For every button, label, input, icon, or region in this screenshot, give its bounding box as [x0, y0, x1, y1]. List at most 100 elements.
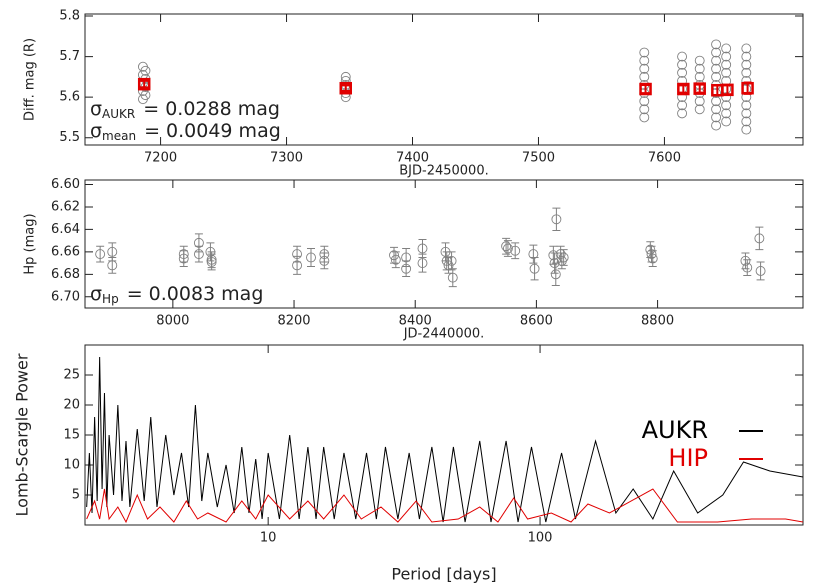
data-point: [711, 55, 722, 66]
data-point: [711, 71, 722, 82]
data-point: [639, 47, 650, 58]
data-point: [711, 39, 722, 50]
error-bar: [194, 245, 203, 263]
data-point: [711, 120, 722, 131]
error-bar: [529, 244, 538, 264]
annotation: σmean = 0.0049 mag: [90, 120, 281, 143]
data-point: [548, 250, 559, 261]
annotation-subscript: Hp: [102, 292, 119, 306]
annotation-symbol: σ: [90, 98, 102, 120]
annotation-subscript: AUKR: [102, 107, 135, 121]
annotation-symbol: σ: [90, 120, 102, 142]
x-tick-label: 8600: [520, 314, 553, 329]
data-point: [741, 51, 752, 62]
x-tick-label: 8800: [641, 314, 674, 329]
annotation: σHp = 0.0083 mag: [90, 283, 263, 306]
data-point: [529, 263, 540, 274]
data-point: [107, 260, 118, 271]
error-bar: [140, 79, 149, 89]
annotation-text: = 0.0083 mag: [127, 283, 264, 305]
plot-area: [137, 39, 754, 135]
data-point: [741, 59, 752, 70]
data-point: [551, 214, 562, 225]
data-point: [741, 108, 752, 119]
mean-point: [137, 77, 151, 91]
y-tick-label: 20: [63, 398, 80, 413]
data-point: [721, 116, 732, 127]
data-point: [721, 51, 732, 62]
data-point: [528, 249, 539, 260]
data-point: [711, 47, 722, 58]
error-bar: [511, 242, 520, 260]
data-point: [721, 108, 732, 119]
data-point: [711, 63, 722, 74]
data-point: [677, 51, 688, 62]
y-axis-title: Hp (mag): [23, 213, 38, 274]
mean-point: [639, 82, 652, 96]
data-point: [647, 253, 658, 264]
data-point: [755, 265, 766, 276]
mean-point: [339, 81, 352, 95]
panel: 6.60 6.62 6.64 6.66 6.68 6.70 8000 8200 8400 8600…: [23, 177, 804, 342]
error-bar: [447, 251, 456, 271]
panel: 5.5 5.6 5.7 5.8 7200 7300 7400 7500 7600 BJD-2450…: [23, 9, 804, 179]
error-bar: [559, 249, 568, 266]
data-point: [417, 243, 428, 254]
error-bar: [207, 253, 216, 271]
error-bar: [743, 259, 752, 276]
data-point: [711, 112, 722, 123]
data-point: [447, 272, 458, 283]
x-tick-label: 7200: [144, 151, 177, 166]
x-tick-label: 8400: [399, 314, 432, 329]
x-axis-title: JD-2440000.: [403, 327, 485, 342]
data-point: [639, 104, 650, 115]
data-point: [646, 249, 657, 260]
data-point: [306, 252, 316, 263]
x-tick-label: 7400: [396, 151, 429, 166]
data-point: [639, 55, 650, 66]
error-bar: [179, 250, 188, 267]
data-point: [137, 61, 148, 72]
data-point: [677, 108, 688, 119]
data-point: [741, 75, 752, 86]
data-point: [741, 67, 752, 78]
data-point: [754, 233, 765, 244]
data-point: [694, 71, 705, 82]
error-bar: [307, 247, 316, 267]
annotation-subscript: mean: [102, 129, 136, 143]
y-tick-label: 25: [63, 368, 80, 383]
x-tick-label: 7600: [648, 151, 681, 166]
data-point: [502, 243, 513, 254]
data-point: [677, 59, 688, 70]
legend-label: AUKR: [642, 416, 708, 444]
data-point: [292, 260, 303, 271]
error-bar: [755, 226, 764, 251]
error-bar: [503, 240, 512, 257]
data-point: [340, 71, 351, 82]
data-point: [639, 96, 650, 107]
data-point: [206, 257, 217, 267]
x-tick-label: 8000: [156, 314, 189, 329]
annotation-text: = 0.0288 mag: [143, 98, 280, 120]
data-point: [417, 258, 428, 269]
data-point: [721, 43, 732, 54]
data-point: [550, 269, 561, 280]
x-axis-title: Period [days]: [391, 565, 496, 584]
error-bar: [756, 261, 765, 281]
data-point: [721, 100, 732, 111]
mean-point: [741, 81, 754, 95]
error-bar: [96, 245, 105, 263]
data-point: [446, 255, 457, 266]
data-point: [639, 63, 650, 74]
x-tick-label: 7500: [522, 151, 555, 166]
error-bar: [530, 256, 539, 281]
error-bar: [341, 84, 350, 93]
data-point: [639, 71, 650, 82]
data-point: [721, 67, 732, 78]
plot-frame: [84, 179, 804, 309]
y-tick-label: 5.8: [59, 9, 80, 24]
data-point: [721, 59, 732, 70]
data-point: [501, 241, 512, 252]
plot-area: [95, 207, 766, 288]
annotation-symbol: σ: [90, 283, 102, 305]
